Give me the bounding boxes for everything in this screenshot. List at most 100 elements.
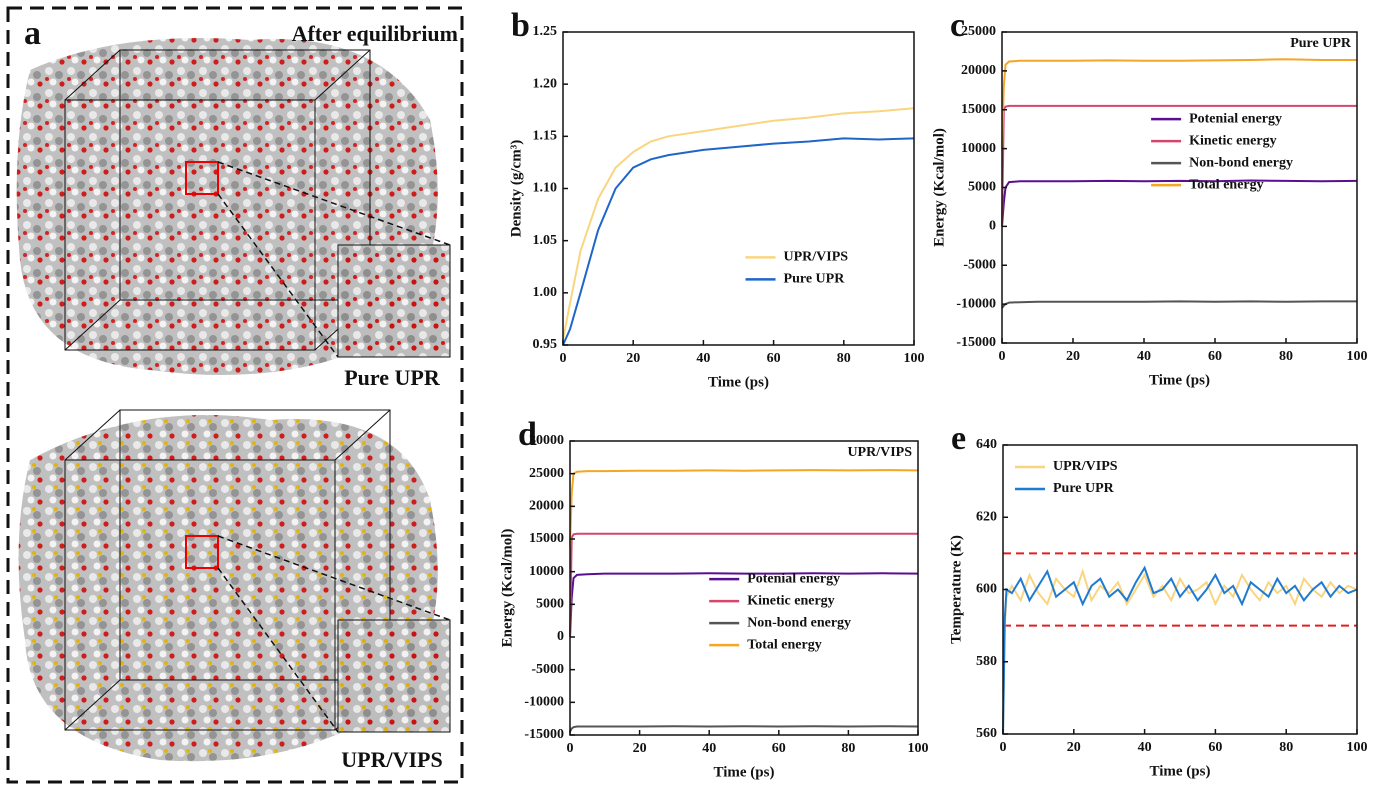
x-tick-label: 60 — [1208, 740, 1222, 755]
y-tick-label: 560 — [976, 726, 997, 741]
model-label: UPR/VIPS — [341, 747, 442, 772]
annotation: Pure UPR — [1290, 36, 1352, 51]
y-tick-label: -10000 — [524, 695, 564, 710]
x-tick-label: 60 — [1208, 349, 1222, 364]
y-tick-label: -15000 — [956, 335, 996, 350]
x-tick-label: 40 — [1138, 740, 1152, 755]
data-line — [569, 572, 919, 638]
legend-label: Kinetic energy — [747, 593, 834, 608]
legend-label: Potenial energy — [1189, 111, 1282, 126]
legend-label: Total energy — [747, 637, 822, 652]
y-tick-label: 1.05 — [533, 233, 558, 248]
x-tick-label: 20 — [626, 351, 640, 366]
legend-label: UPR/VIPS — [784, 250, 849, 265]
y-tick-label: 20000 — [529, 499, 564, 514]
x-axis-label: Time (ps) — [708, 374, 769, 390]
x-axis-label: Time (ps) — [1150, 763, 1211, 779]
x-tick-label: 0 — [1000, 740, 1007, 755]
x-axis-label: Time (ps) — [1149, 372, 1210, 388]
x-tick-label: 100 — [904, 351, 925, 366]
y-axis-label: Temperature (K) — [948, 535, 964, 644]
legend-label: Pure UPR — [784, 272, 846, 287]
y-tick-label: 1.00 — [533, 285, 558, 300]
y-tick-label: 580 — [976, 654, 997, 669]
y-tick-label: -10000 — [956, 296, 996, 311]
y-axis-label: Density (g/cm³) — [508, 140, 524, 237]
model-label: Pure UPR — [344, 365, 441, 390]
y-tick-label: -5000 — [963, 257, 996, 272]
data-line — [569, 532, 918, 638]
panel-label: e — [951, 420, 966, 457]
y-axis-label: Energy (Kcal/mol) — [499, 529, 515, 648]
data-line — [1002, 568, 1358, 735]
y-tick-label: 15000 — [529, 531, 564, 546]
y-axis-label: Energy (Kcal/mol) — [931, 128, 947, 247]
y-tick-label: 600 — [976, 582, 997, 597]
x-tick-label: 20 — [633, 741, 647, 756]
y-tick-label: 30000 — [529, 433, 564, 448]
plot-frame — [569, 440, 919, 736]
x-tick-label: 100 — [1347, 740, 1368, 755]
legend-label: UPR/VIPS — [1053, 459, 1118, 474]
panel-title: After equilibrium — [292, 21, 458, 46]
y-tick-label: -5000 — [531, 662, 564, 677]
x-tick-label: 40 — [1137, 349, 1151, 364]
legend-label: Total energy — [1189, 177, 1264, 192]
x-tick-label: 60 — [767, 351, 781, 366]
data-line — [562, 107, 915, 340]
x-tick-label: 0 — [567, 741, 574, 756]
y-tick-label: 0 — [557, 629, 564, 644]
data-line — [1001, 104, 1357, 227]
y-tick-label: 10000 — [961, 141, 996, 156]
data-line — [562, 137, 915, 346]
x-tick-label: 100 — [1347, 349, 1368, 364]
legend-label: Kinetic energy — [1189, 133, 1276, 148]
data-line — [1002, 565, 1358, 735]
x-tick-label: 80 — [841, 741, 855, 756]
data-line — [1001, 179, 1358, 227]
y-tick-label: 15000 — [961, 102, 996, 117]
panel-label: b — [511, 7, 530, 44]
y-tick-label: 5000 — [968, 180, 996, 195]
y-tick-label: 1.25 — [533, 24, 558, 39]
x-tick-label: 100 — [908, 741, 929, 756]
x-tick-label: 80 — [1279, 740, 1293, 755]
y-tick-label: 5000 — [536, 597, 564, 612]
x-tick-label: 0 — [560, 351, 567, 366]
x-tick-label: 20 — [1066, 349, 1080, 364]
y-tick-label: 0.95 — [533, 337, 558, 352]
y-tick-label: 620 — [976, 509, 997, 524]
data-line — [1001, 58, 1357, 149]
data-line — [569, 725, 919, 733]
legend-label: Potenial energy — [747, 571, 840, 586]
x-tick-label: 40 — [702, 741, 716, 756]
plot-frame — [1001, 31, 1358, 344]
y-tick-label: 1.15 — [533, 129, 558, 144]
x-tick-label: 0 — [999, 349, 1006, 364]
y-tick-label: 10000 — [529, 564, 564, 579]
y-tick-label: 25000 — [961, 24, 996, 39]
x-tick-label: 60 — [772, 741, 786, 756]
legend-label: Non-bond energy — [747, 615, 851, 630]
x-tick-label: 40 — [696, 351, 710, 366]
panel-label: c — [950, 7, 965, 44]
annotation: UPR/VIPS — [847, 445, 912, 460]
y-tick-label: 25000 — [529, 466, 564, 481]
x-tick-label: 80 — [1279, 349, 1293, 364]
data-line — [1001, 300, 1357, 309]
legend-label: Non-bond energy — [1189, 155, 1293, 170]
y-tick-label: 1.10 — [533, 181, 558, 196]
x-tick-label: 80 — [837, 351, 851, 366]
legend-label: Pure UPR — [1053, 481, 1115, 496]
y-tick-label: 1.20 — [533, 76, 558, 91]
x-tick-label: 20 — [1067, 740, 1081, 755]
y-tick-label: 0 — [989, 219, 996, 234]
panel-label: d — [518, 416, 537, 453]
y-tick-label: 640 — [976, 437, 997, 452]
panel-a: a After equilibrium Pure UPR UPR/VIPS — [6, 6, 464, 784]
panel-label: a — [24, 15, 41, 52]
y-tick-label: -15000 — [524, 727, 564, 742]
x-axis-label: Time (ps) — [714, 764, 775, 780]
y-tick-label: 20000 — [961, 63, 996, 78]
